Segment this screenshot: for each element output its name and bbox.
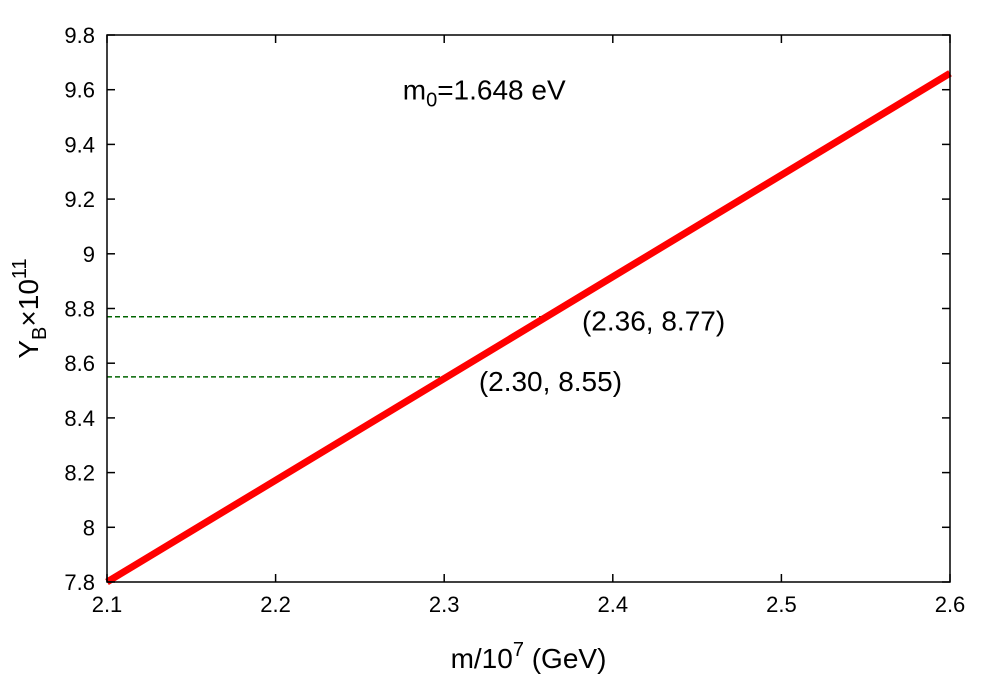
- x-tick-label: 2.3: [429, 592, 460, 617]
- reference-lines: [107, 315, 546, 378]
- x-tick-label: 2.6: [935, 592, 966, 617]
- annotation-m0-suffix: =1.648 eV: [437, 75, 566, 106]
- y-tick-label: 7.8: [64, 570, 95, 595]
- y-tick-label: 8.8: [64, 297, 95, 322]
- x-tick-label: 2.2: [260, 592, 291, 617]
- y-tick-label: 9.4: [64, 132, 95, 157]
- y-tick-label: 9.6: [64, 78, 95, 103]
- y-tick-label: 8.2: [64, 461, 95, 486]
- annotation-m0: m0=1.648 eV: [403, 75, 566, 112]
- plot-frame: [106, 34, 951, 583]
- y-axis-title-superscript: 11: [9, 258, 31, 279]
- x-tick-label: 2.1: [92, 592, 123, 617]
- y-tick-label: 8: [83, 515, 95, 540]
- x-axis-title-superscript: 7: [513, 639, 524, 661]
- x-axis-title: m/107 (GeV): [451, 639, 607, 674]
- y-axis-title: YB×1011: [9, 258, 51, 358]
- x-axis-title-suffix: (GeV): [524, 643, 606, 674]
- y-axis-title-base: Y: [13, 340, 44, 359]
- annotation-m0-subscript: 0: [426, 90, 437, 112]
- x-tick-label: 2.4: [598, 592, 629, 617]
- y-tick-label: 9.8: [64, 23, 95, 48]
- annotation-point-2: (2.30, 8.55): [479, 366, 622, 397]
- y-axis-title-times: ×10: [13, 279, 44, 327]
- series-group: [105, 70, 952, 585]
- y-tick-label: 9: [83, 242, 95, 267]
- annotation-m0-base: m: [403, 75, 426, 106]
- y-tick-label: 8.4: [64, 406, 95, 431]
- y-axis-title-subscript: B: [29, 327, 51, 340]
- axis-ticks: 2.1 2.2 2.3 2.4 2.5 2.6 7.8 8 8.2 8.4 8.6 8.8 9 9.2 9.…: [64, 23, 965, 617]
- y-tick-label: 9.2: [64, 187, 95, 212]
- y-tick-label: 8.6: [64, 351, 95, 376]
- x-axis-title-base: m/10: [451, 643, 513, 674]
- annotation-point-1: (2.36, 8.77): [582, 306, 725, 337]
- series-line: [105, 70, 952, 585]
- x-tick-label: 2.5: [766, 592, 797, 617]
